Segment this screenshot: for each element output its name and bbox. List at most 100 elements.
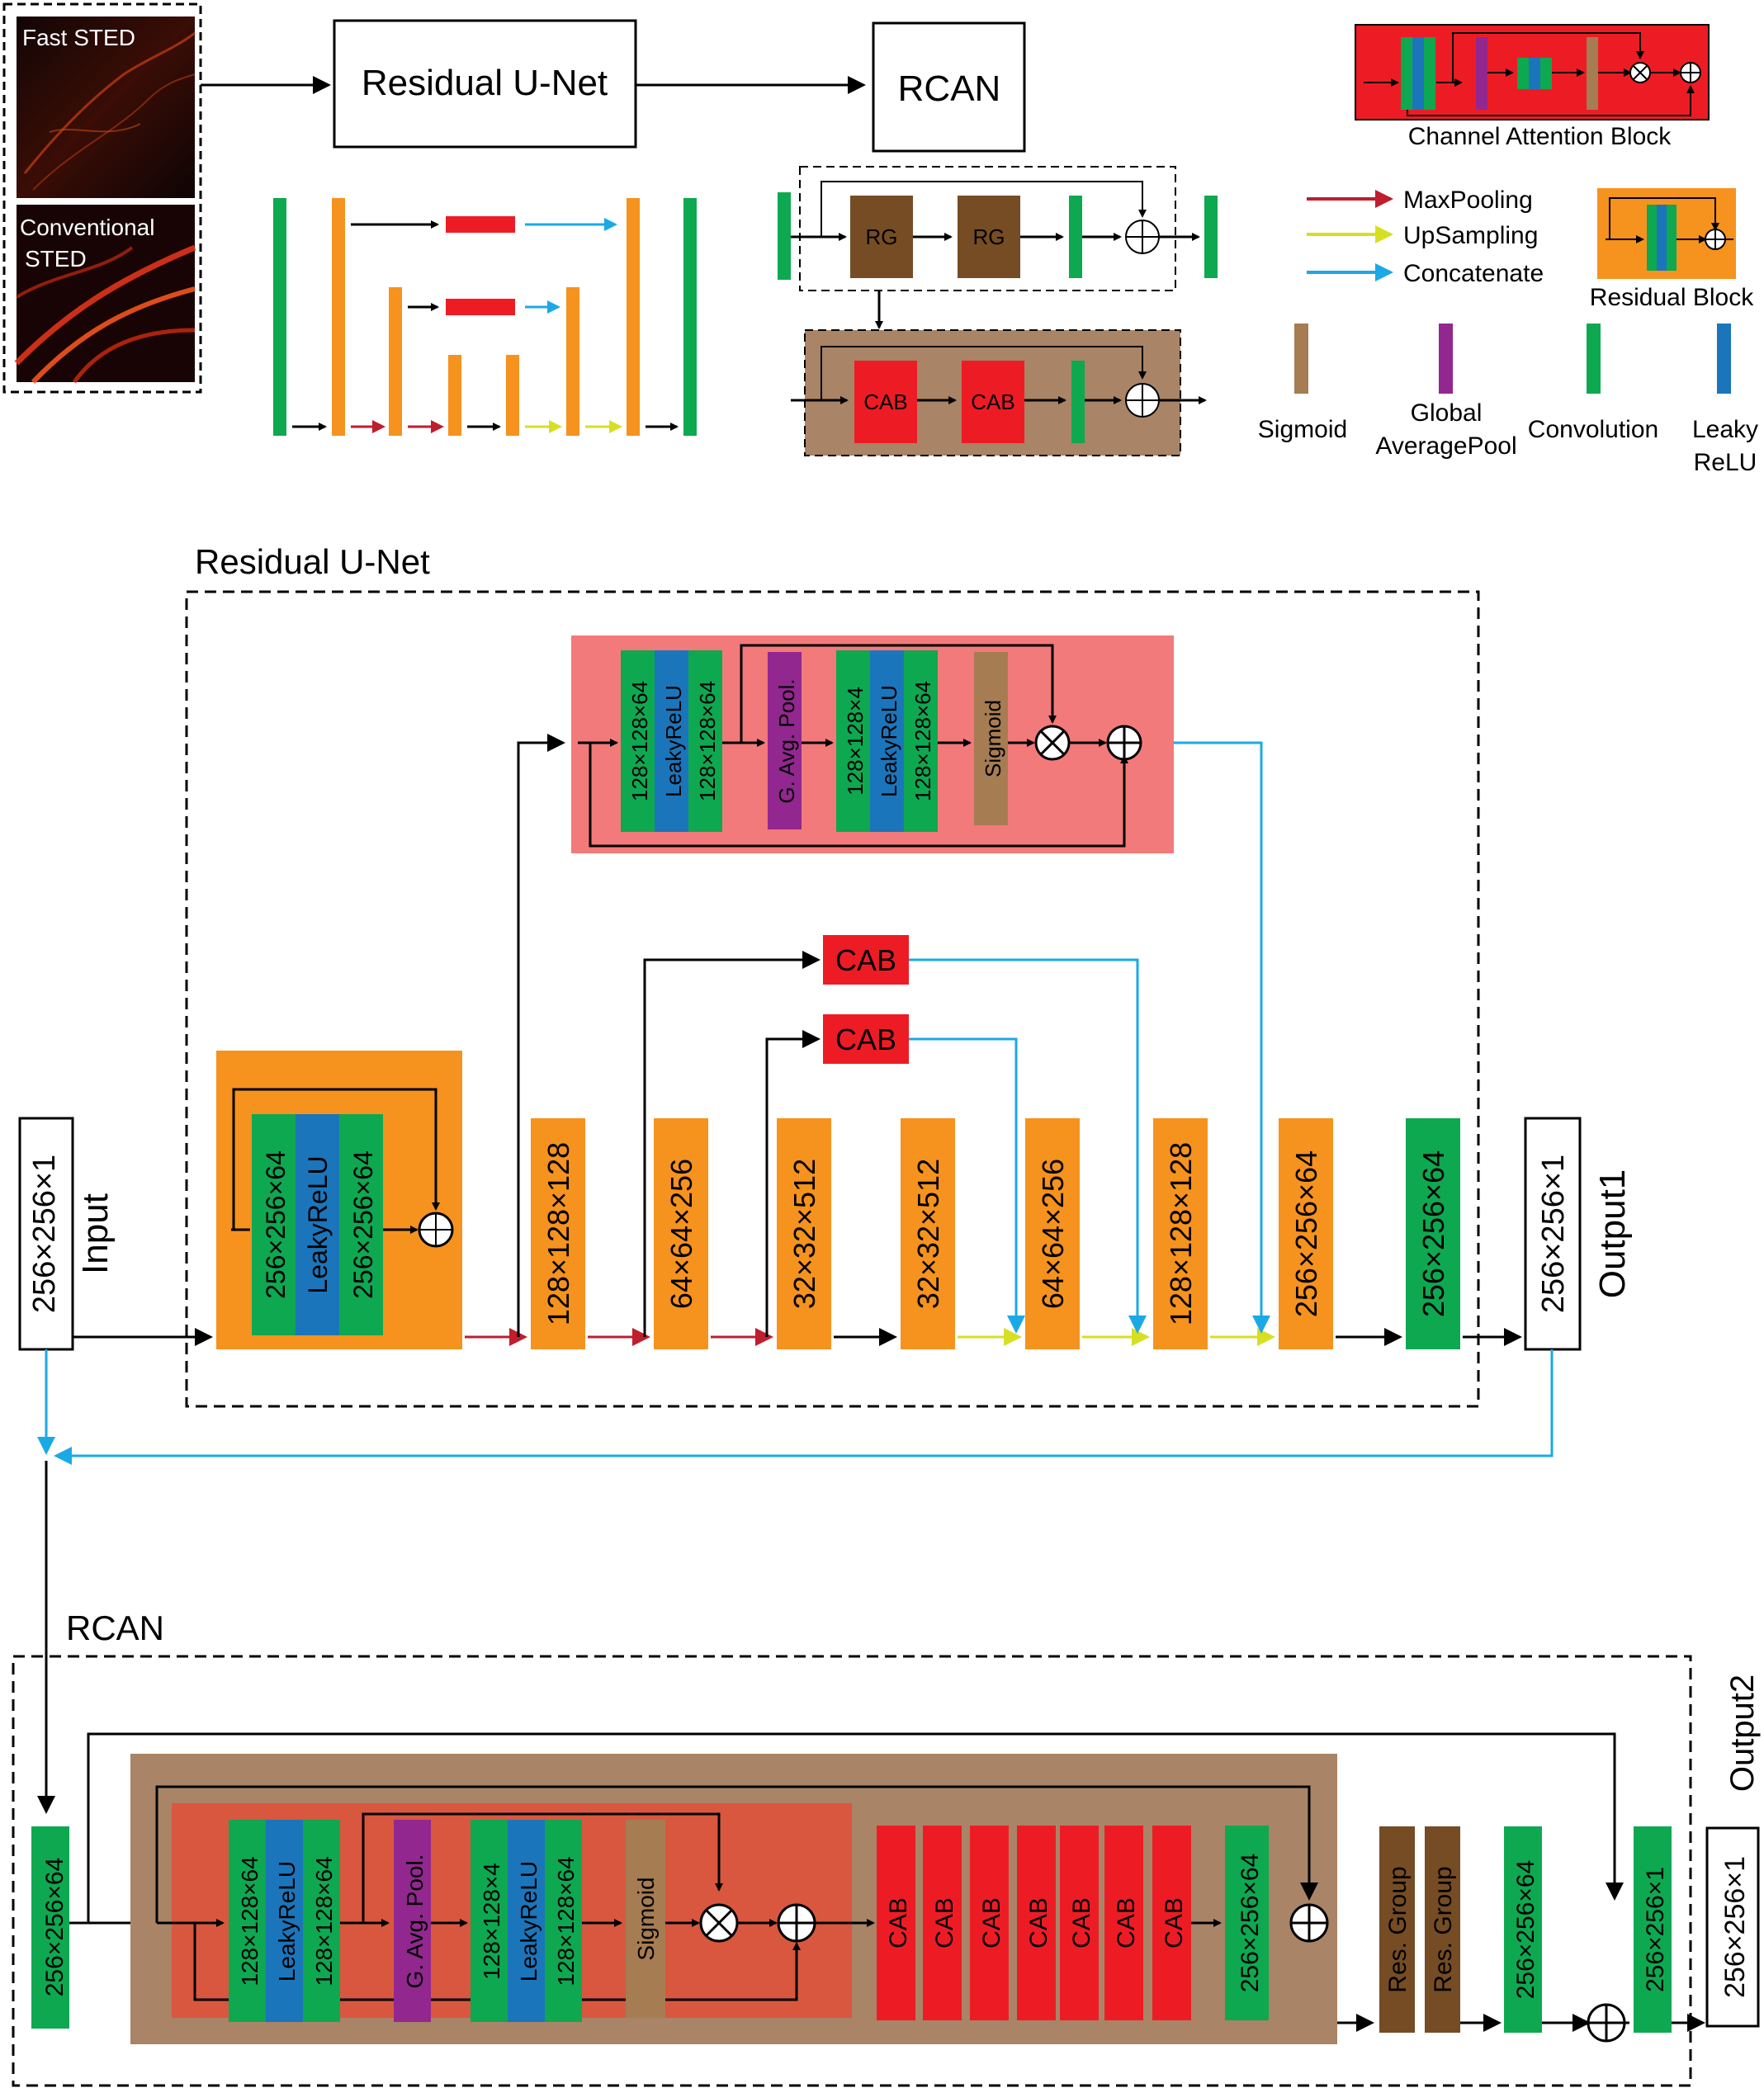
rcan-cab-1-label: CAB xyxy=(885,1897,912,1949)
leaky-legend-label-2: ReLU xyxy=(1694,449,1757,476)
rcan-cab-4-label: CAB xyxy=(1025,1897,1052,1949)
unet-ca-conv4-label: 128×128×64 xyxy=(910,681,935,801)
unet-cab-2-label: CAB xyxy=(835,1023,896,1056)
unet-dec-1: 64×64×256 xyxy=(1025,1118,1080,1349)
conv-swatch xyxy=(1587,324,1601,394)
unet-res-conv2-label: 256×256×64 xyxy=(348,1150,378,1299)
unet-ca-leaky-label: LeakyReLU xyxy=(661,685,686,797)
gap-swatch xyxy=(1439,324,1453,394)
fast-sted-image xyxy=(17,17,195,198)
unet-ca-conv1-label: 128×128×64 xyxy=(627,681,652,801)
unet-final-conv: 256×256×64 xyxy=(1406,1118,1460,1349)
residual-block-label: Residual Block xyxy=(1590,284,1754,311)
residual-block-legend: Residual Block xyxy=(1590,188,1754,311)
unet-section-title: Residual U-Net xyxy=(195,542,430,581)
output2-label: Output2 xyxy=(1724,1675,1761,1792)
rcan-tail-conv-label: 256×256×64 xyxy=(1512,1860,1539,2000)
input-dim-label: 256×256×1 xyxy=(27,1155,62,1313)
rcan-ca-sigmoid-label: Sigmoid xyxy=(633,1877,659,1960)
rcan-cab-2-label: CAB xyxy=(931,1897,958,1949)
gap-legend-label-1: Global xyxy=(1411,399,1483,427)
residual-unet-box-label: Residual U-Net xyxy=(362,63,608,103)
arrow-legend: MaxPooling UpSampling Concatenate xyxy=(1307,187,1544,287)
top-flow: Residual U-Net RCAN xyxy=(201,19,1026,153)
conventional-sted-label: Conventional STED xyxy=(20,215,154,272)
mini-rcan-diagram: RG RG CAB CAB xyxy=(778,166,1218,456)
unet-final-conv-label: 256×256×64 xyxy=(1416,1150,1450,1317)
rcan-box xyxy=(872,21,1026,153)
output1-label: Output1 xyxy=(1592,1169,1633,1299)
output1-dim-label: 256×256×1 xyxy=(1536,1155,1571,1313)
gap-legend-label-2: AveragePool xyxy=(1375,432,1516,460)
unet-cab-1-label: CAB xyxy=(835,943,896,977)
rg-block-1-label: RG xyxy=(866,224,898,249)
conv-legend-label: Convolution xyxy=(1528,416,1658,443)
rcan-res-group-1-label: Res. Group xyxy=(1384,1866,1412,1992)
mini-unet-diagram xyxy=(273,198,697,436)
mini-cab-1 xyxy=(854,361,917,443)
unet-dec-2: 128×128×128 xyxy=(1153,1118,1208,1349)
rcan-ca-gap-label: G. Avg. Pool. xyxy=(402,1854,428,1989)
unet-ca-conv2-label: 128×128×64 xyxy=(695,681,720,801)
channel-attention-block-legend: Channel Attention Block xyxy=(1355,24,1710,150)
output2-dim-label: 256×256×1 xyxy=(1719,1856,1751,1998)
unet-res-leaky-label: LeakyReLU xyxy=(303,1155,333,1293)
rcan-rg-conv-label: 256×256×64 xyxy=(1237,1854,1264,1993)
unet-dec-3-label: 256×256×64 xyxy=(1289,1150,1323,1317)
rcan-cab-3-label: CAB xyxy=(978,1897,1005,1949)
mini-cab-1-label: CAB xyxy=(863,390,907,414)
rcan-ca-conv4-label: 128×128×64 xyxy=(553,1856,579,1986)
channel-attention-block-label: Channel Attention Block xyxy=(1408,123,1672,150)
rcan-res-group-2-label: Res. Group xyxy=(1430,1866,1457,1992)
unet-res-conv1-label: 256×256×64 xyxy=(261,1150,291,1299)
rcan-ca-leaky-label: LeakyReLU xyxy=(274,1861,300,1982)
rcan-ca-conv1-label: 128×128×64 xyxy=(237,1856,262,1986)
rcan-cab-6-label: CAB xyxy=(1113,1897,1140,1949)
unet-cab-2 xyxy=(823,1014,909,1064)
rcan-ca-conv3-label: 128×128×4 xyxy=(479,1863,504,1980)
rcan-ca-conv2-label: 128×128×64 xyxy=(311,1856,337,1986)
unet-enc-4-label: 32×32×512 xyxy=(911,1159,945,1309)
rcan-in-conv-label: 256×256×64 xyxy=(41,1858,69,1997)
upsampling-legend-label: UpSampling xyxy=(1403,222,1538,249)
unet-ca-gap-label: G. Avg. Pool. xyxy=(774,678,799,803)
unet-ca-sigmoid-label: Sigmoid xyxy=(981,700,1005,777)
rg-block-2-label: RG xyxy=(973,224,1005,249)
unet-enc-1-label: 128×128×128 xyxy=(541,1142,575,1325)
rcan-box-label: RCAN xyxy=(898,68,1001,109)
rcan-in-conv xyxy=(31,1826,69,2029)
unet-enc-2-label: 64×64×256 xyxy=(664,1159,698,1309)
sigmoid-legend-label: Sigmoid xyxy=(1258,416,1347,443)
output1-box xyxy=(1524,1117,1582,1351)
input-box xyxy=(18,1117,74,1351)
unet-enc-2: 64×64×256 xyxy=(654,1118,708,1349)
color-legend: Sigmoid Global AveragePool Convolution L… xyxy=(1258,324,1758,476)
sigmoid-swatch xyxy=(1294,324,1308,394)
rcan-cab-7-label: CAB xyxy=(1161,1897,1188,1949)
rg-block-1 xyxy=(850,196,913,278)
rcan-ca-leaky2-label: LeakyReLU xyxy=(516,1861,541,1982)
leaky-swatch xyxy=(1717,324,1731,394)
leaky-legend-label-1: Leaky xyxy=(1692,416,1758,443)
maxpooling-legend-label: MaxPooling xyxy=(1403,187,1533,214)
rcan-detail: RCAN 256×256×64 128×128×64 LeakyReLU 128… xyxy=(12,1609,1761,2087)
unet-enc-3: 32×32×512 xyxy=(777,1118,831,1349)
mini-cab-2-label: CAB xyxy=(971,390,1014,414)
residual-unet-box xyxy=(333,19,637,149)
unet-dec-1-label: 64×64×256 xyxy=(1036,1159,1070,1309)
unet-enc-1: 128×128×128 xyxy=(531,1118,585,1349)
unet-detail: Residual U-Net 256×256×1 Input 256×256×6… xyxy=(18,542,1633,1814)
rcan-out-conv-label: 256×256×1 xyxy=(1642,1867,1669,1992)
unet-enc-3-label: 32×32×512 xyxy=(787,1159,821,1309)
mini-cab-2 xyxy=(962,361,1024,443)
sted-images-panel: Fast STED Conventional STED xyxy=(2,2,202,394)
unet-dec-2-label: 128×128×128 xyxy=(1164,1142,1198,1325)
fast-sted-label: Fast STED xyxy=(22,25,135,50)
unet-enc-4: 32×32×512 xyxy=(901,1118,955,1349)
unet-ca-leaky2-label: LeakyReLU xyxy=(877,685,901,797)
rcan-section-title: RCAN xyxy=(66,1609,164,1647)
unet-ca-conv3-label: 128×128×4 xyxy=(843,687,868,796)
concatenate-legend-label: Concatenate xyxy=(1403,260,1544,287)
